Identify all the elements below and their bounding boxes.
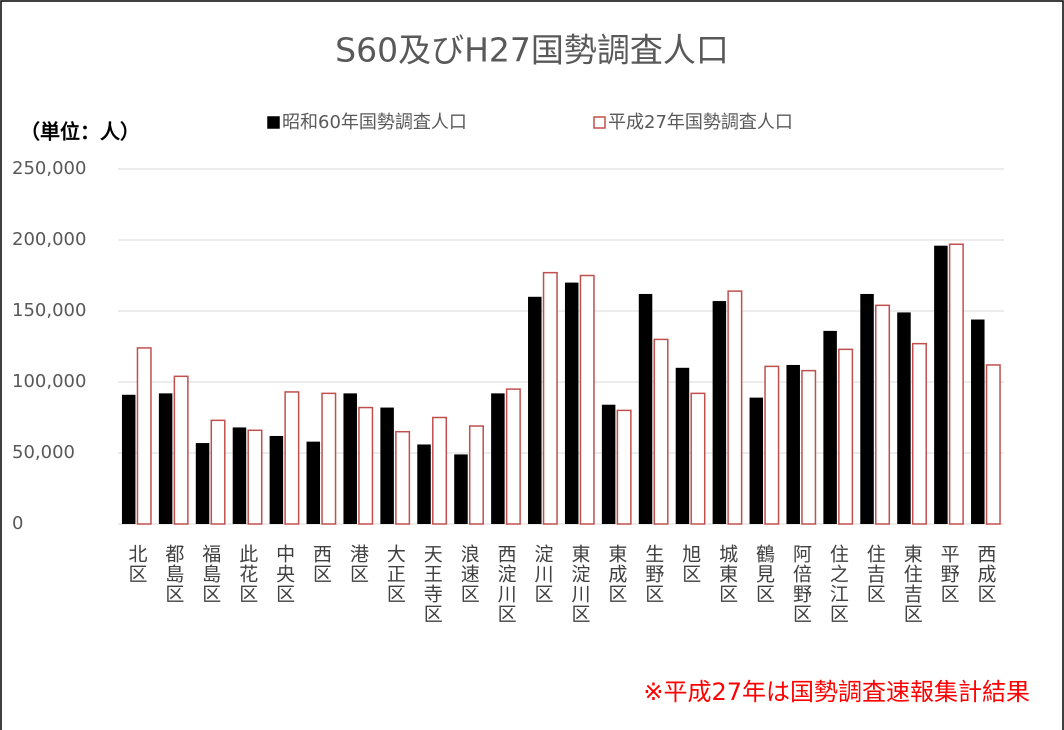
x-tick-label: 北区 <box>125 544 147 584</box>
bar <box>823 330 837 524</box>
annotation: ※平成27年は国勢調査速報集計結果 <box>643 678 1030 706</box>
bar <box>210 419 226 525</box>
bar <box>934 245 948 524</box>
bar <box>985 364 1001 525</box>
bar <box>838 348 854 525</box>
legend-label: 平成27年国勢調査人口 <box>608 112 793 133</box>
x-tick-label: 城東区 <box>716 544 738 604</box>
bar <box>505 388 521 525</box>
y-tick-label: 100,000 <box>12 371 86 392</box>
bar <box>801 369 817 525</box>
bar <box>284 391 300 525</box>
bar <box>343 393 357 524</box>
bar <box>675 367 690 524</box>
x-tick-label: 阿倍野区 <box>790 544 812 624</box>
bar <box>454 454 468 524</box>
bar <box>395 430 411 525</box>
bar <box>638 293 653 524</box>
y-tick-label: 0 <box>12 513 23 534</box>
bar <box>764 365 780 525</box>
x-tick-label: 生野区 <box>642 544 664 604</box>
bar <box>528 296 542 524</box>
bar <box>173 375 189 525</box>
bar <box>601 404 616 524</box>
bar <box>321 392 337 525</box>
bar <box>749 397 764 524</box>
bar <box>616 409 632 525</box>
x-tick-label: 西淀川区 <box>495 544 517 624</box>
bar <box>897 312 911 524</box>
x-tick-label: 港区 <box>347 544 369 584</box>
y-tick-label: 150,000 <box>12 300 86 321</box>
x-tick-label: 平野区 <box>938 544 960 604</box>
bar <box>358 406 374 525</box>
x-tick-label: 住之江区 <box>827 544 849 624</box>
bar <box>860 293 874 524</box>
x-tick-label: 此花区 <box>236 544 258 604</box>
bar <box>269 435 284 524</box>
legend-marker <box>267 116 280 129</box>
bar <box>195 443 210 524</box>
x-tick-label: 東住吉区 <box>901 544 923 624</box>
bar <box>380 407 394 524</box>
x-tick-label: 東成区 <box>605 544 627 604</box>
bar <box>247 429 263 525</box>
bar <box>417 444 431 524</box>
bar <box>786 364 800 524</box>
legend-label: 昭和60年国勢調査人口 <box>282 112 467 133</box>
x-tick-label: 淀川区 <box>532 544 554 604</box>
x-tick-label: 西区 <box>310 544 332 584</box>
x-tick-label: 浪速区 <box>458 544 480 604</box>
bar <box>712 301 727 524</box>
x-tick-label: 旭区 <box>679 544 701 584</box>
x-tick-label: 鶴見区 <box>753 544 775 604</box>
bar <box>948 243 964 525</box>
bar <box>564 282 579 524</box>
x-tick-label: 福島区 <box>199 544 221 604</box>
bar <box>653 338 669 525</box>
x-tick-label: 住吉区 <box>864 544 886 604</box>
bar <box>579 274 595 525</box>
x-tick-label: 西成区 <box>975 544 997 604</box>
x-tick-label: 大正区 <box>384 544 406 604</box>
bar <box>306 441 321 524</box>
bar <box>875 304 891 525</box>
bar <box>971 319 985 524</box>
y-tick-label: 200,000 <box>12 229 86 250</box>
chart-title: S60及びH27国勢調査人口 <box>335 31 729 70</box>
bar <box>542 271 558 525</box>
y-tick-label: 250,000 <box>12 158 86 179</box>
bar <box>158 393 173 524</box>
bar <box>911 342 927 525</box>
bar <box>491 393 505 524</box>
x-tick-label: 都島区 <box>162 544 184 604</box>
bar <box>432 416 448 525</box>
y-tick-label: 50,000 <box>12 442 75 463</box>
bar <box>232 427 247 524</box>
x-tick-label: 東淀川区 <box>568 544 590 624</box>
bar <box>727 290 743 525</box>
legend-marker <box>593 116 606 129</box>
bar <box>468 425 484 525</box>
bar <box>136 347 152 525</box>
x-tick-label: 天王寺区 <box>421 544 443 624</box>
x-tick-label: 中央区 <box>273 544 295 604</box>
unit-label: （単位：人） <box>20 120 140 144</box>
bar <box>121 394 136 524</box>
bar <box>690 392 706 525</box>
